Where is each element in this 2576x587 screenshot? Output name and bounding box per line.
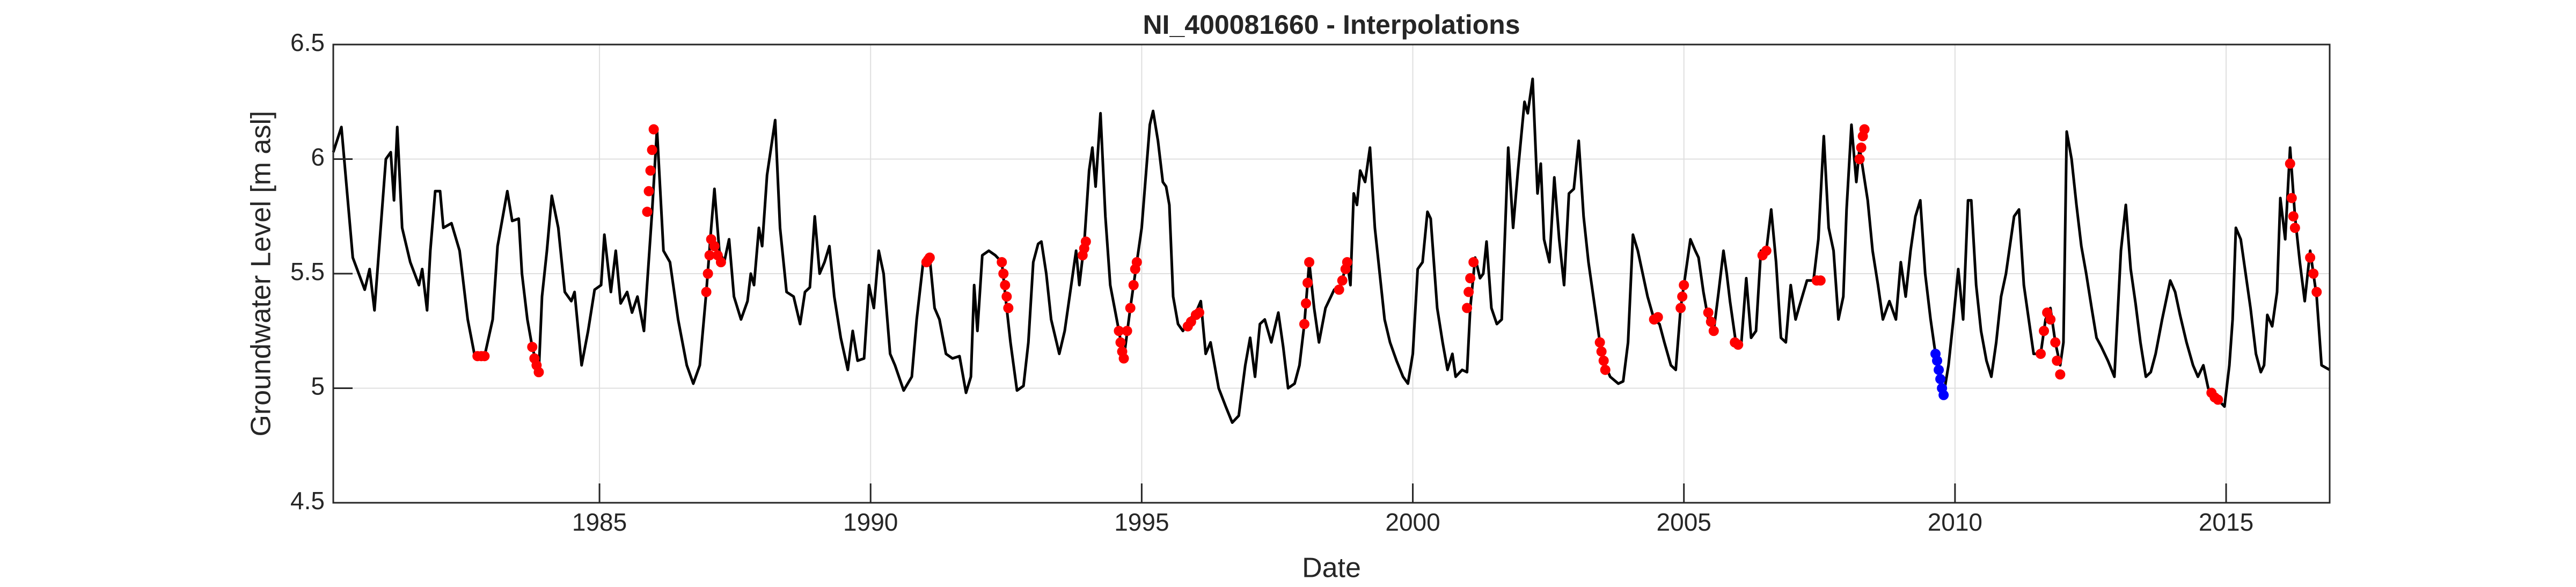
interpolated-point [1301, 298, 1312, 309]
interpolated-point [1706, 317, 1716, 327]
interpolated-point [1932, 355, 1943, 366]
interpolated-point [2285, 158, 2295, 169]
interpolated-point [527, 342, 538, 353]
interpolated-point [1334, 284, 1344, 295]
y-tick-label: 5 [311, 372, 325, 400]
interpolated-point [1465, 273, 1476, 284]
interpolated-point [1131, 257, 1142, 268]
interpolated-point [1468, 257, 1479, 268]
chart-title: NI_400081660 - Interpolations [1143, 10, 1520, 40]
interpolated-point [1733, 339, 1744, 350]
interpolated-point [1703, 307, 1714, 318]
interpolated-point [998, 268, 1009, 279]
interpolated-point [1194, 307, 1204, 318]
interpolated-point [1935, 373, 1946, 384]
x-tick-label: 1990 [843, 508, 898, 536]
interpolated-point [1675, 303, 1686, 313]
interpolated-point [2055, 369, 2066, 380]
interpolated-point [1463, 287, 1474, 297]
interpolated-point [1938, 390, 1949, 400]
x-tick-label: 2010 [1928, 508, 1982, 536]
interpolated-point [1115, 337, 1126, 348]
interpolated-point [2305, 252, 2316, 263]
interpolated-point [1003, 303, 1014, 313]
interpolated-point [1596, 346, 1607, 357]
interpolated-point [1342, 257, 1352, 268]
interpolated-point [2045, 314, 2056, 325]
groundwater-line [332, 77, 2331, 424]
x-tick-label: 1985 [572, 508, 627, 536]
y-tick-label: 4.5 [290, 487, 325, 515]
x-tick-label: 2000 [1385, 508, 1440, 536]
interpolated-point [1856, 142, 1867, 153]
interpolated-point [1598, 355, 1609, 366]
interpolated-point [702, 268, 713, 279]
interpolated-point [643, 186, 654, 196]
y-tick-label: 6.5 [290, 28, 325, 56]
interpolated-point [2052, 355, 2062, 366]
interpolated-point [2213, 394, 2223, 405]
interpolated-point [647, 144, 657, 155]
interpolated-point [2308, 268, 2319, 279]
interpolated-point [1854, 154, 1865, 164]
interpolated-point [1679, 280, 1689, 290]
data-layer [332, 77, 2331, 424]
interpolated-point [924, 252, 935, 263]
interpolated-point [1815, 275, 1826, 286]
interpolated-point [1600, 364, 1611, 375]
x-tick-label: 1995 [1114, 508, 1169, 536]
interpolated-point [1337, 275, 1348, 286]
y-tick-label: 6 [311, 143, 325, 171]
interpolated-point [1122, 326, 1132, 336]
interpolated-point [533, 367, 544, 378]
interpolated-point [1302, 277, 1313, 288]
interpolated-point [1934, 364, 1944, 375]
interpolated-point [642, 207, 653, 217]
interpolated-point [1001, 291, 1012, 302]
interpolated-point [1299, 319, 1309, 329]
y-tick-label: 5.5 [290, 258, 325, 285]
y-axis-label: Groundwater Level [m asl] [246, 111, 277, 437]
x-axis-label: Date [1302, 553, 1361, 584]
interpolated-point [1118, 353, 1129, 364]
axes: 1985 1990 1995 2000 2005 2010 2015 4.5 5 5.5 6 6.5 [290, 28, 2253, 536]
interpolated-point [1652, 312, 1663, 322]
interpolated-point [648, 124, 659, 135]
interpolated-point [645, 165, 656, 176]
interpolated-point [701, 287, 712, 297]
interpolated-point [1462, 303, 1473, 313]
interpolated-point [2311, 287, 2322, 297]
interpolated-point [997, 257, 1007, 268]
interpolated-point [1125, 303, 1136, 313]
interpolated-point [479, 351, 490, 362]
x-tick-label: 2015 [2199, 508, 2253, 536]
interpolated-point [2288, 211, 2299, 222]
interpolated-point [1761, 245, 1772, 256]
interpolated-point [2039, 326, 2050, 336]
x-tick-label: 2005 [1657, 508, 1711, 536]
interpolated-point [1708, 326, 1719, 336]
interpolated-point [1859, 124, 1870, 135]
interpolated-point [1128, 280, 1139, 290]
interpolated-point [1677, 291, 1688, 302]
interpolated-point [2289, 223, 2300, 233]
interpolated-point [1594, 337, 1605, 348]
interpolated-point [1080, 236, 1091, 247]
interpolated-point [2035, 348, 2046, 359]
interpolated-point [715, 257, 726, 268]
interpolated-point [709, 241, 720, 252]
interpolated-point [2286, 193, 2297, 203]
interpolated-point [2050, 337, 2061, 348]
interpolated-point [1304, 257, 1315, 268]
interpolated-point [1000, 280, 1011, 290]
